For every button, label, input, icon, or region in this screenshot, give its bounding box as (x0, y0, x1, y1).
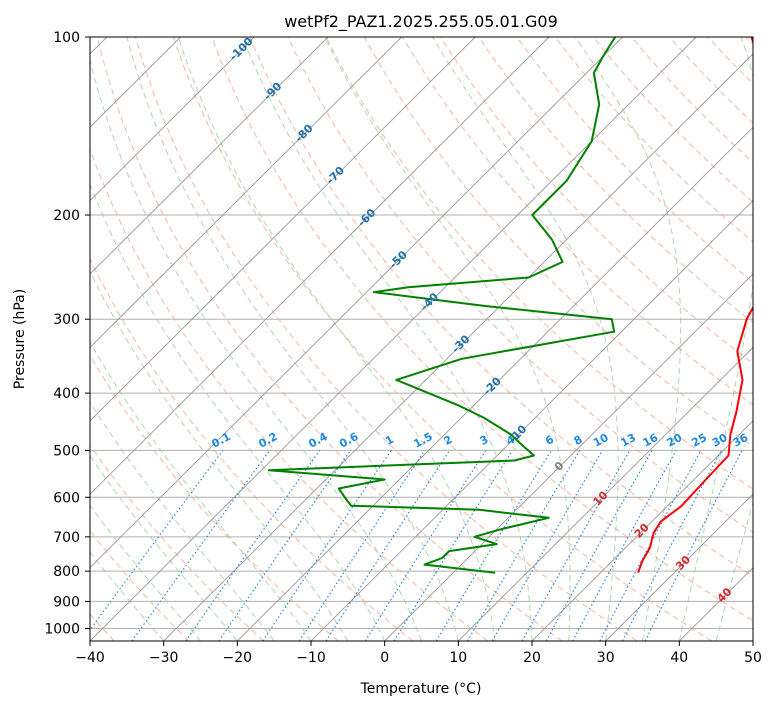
isotherm-line (90, 37, 550, 495)
mixing-ratio-line (218, 450, 351, 641)
x-tick-label: −40 (75, 650, 105, 666)
dry-adiabat (631, 37, 753, 164)
isotherm-line (605, 493, 753, 641)
y-tick-label: 200 (53, 208, 80, 224)
isotherm-line (237, 126, 753, 641)
dry-adiabat (249, 37, 753, 577)
dry-adiabat (516, 37, 753, 283)
y-tick-label: 100 (53, 30, 80, 46)
x-tick-label: 30 (597, 650, 615, 666)
mixing-ratio-lines (90, 450, 743, 641)
dry-adiabat (211, 37, 753, 622)
dry-adiabat (592, 37, 753, 203)
mixing-ratio-label: 36 (731, 431, 751, 450)
dry-adiabat (287, 37, 753, 533)
sounding-traces (267, 37, 753, 574)
isotherm-line (531, 420, 753, 641)
x-tick-label: 0 (380, 650, 389, 666)
dry-adiabat (173, 37, 712, 641)
isotherm-line (90, 37, 255, 202)
moist-adiabat (90, 504, 201, 641)
isotherm-line (310, 200, 753, 641)
y-tick-label: 300 (53, 312, 80, 328)
mixing-ratio-label: 30 (710, 431, 730, 450)
moist-adiabat (574, 37, 682, 641)
dry-adiabat (134, 37, 638, 641)
skewed-isotherms (90, 37, 753, 641)
mixing-ratio-line (545, 450, 653, 641)
dry-adiabat (402, 37, 753, 406)
isotherm-line (458, 346, 753, 641)
moist-adiabat (678, 37, 753, 641)
y-tick-label: 400 (53, 386, 80, 402)
y-tick-label: 900 (53, 594, 80, 610)
x-tick-label: −10 (296, 650, 326, 666)
y-axis-ticks: 100 200 300 400 500 600 700 800 900 1000 (44, 30, 90, 638)
x-axis-title: Temperature (°C) (360, 681, 482, 697)
mixing-ratio-label: 16 (641, 431, 661, 450)
mixing-ratio-line (131, 450, 271, 641)
isotherm-line (90, 37, 476, 422)
moist-adiabat (177, 37, 496, 641)
mixing-ratio-line (521, 450, 631, 641)
y-tick-label: 700 (53, 530, 80, 546)
mixing-ratio-label: 10 (591, 431, 611, 450)
moist-adiabat (431, 37, 619, 641)
pressure-gridlines (90, 37, 753, 629)
mixing-ratio-label: 20 (665, 431, 685, 450)
isotherm-line (90, 37, 623, 569)
mixing-ratio-line (467, 450, 581, 641)
mixing-ratio-label: 13 (618, 431, 638, 450)
y-axis-title: Pressure (hPa) (12, 289, 28, 389)
x-tick-label: 40 (670, 650, 688, 666)
moist-adiabat (715, 500, 753, 641)
isotherm-line (90, 37, 402, 349)
y-tick-label: 1000 (44, 622, 80, 638)
dry-adiabat (478, 37, 753, 324)
dewpoint-trace (267, 37, 617, 574)
y-tick-label: 600 (53, 490, 80, 506)
moist-adiabat (90, 401, 275, 641)
mixing-ratio-line (572, 450, 677, 641)
moist-adiabats (90, 37, 753, 641)
dry-adiabats (90, 37, 753, 641)
x-tick-label: 50 (744, 650, 762, 666)
y-tick-label: 800 (53, 564, 80, 580)
x-tick-label: 20 (523, 650, 541, 666)
moist-adiabat (324, 37, 571, 641)
isotherm-line (90, 37, 329, 275)
mixing-ratio-line (393, 450, 513, 641)
mixing-ratio-line (185, 450, 321, 641)
mixing-ratio-line (435, 450, 552, 641)
x-tick-label: −20 (223, 650, 253, 666)
dry-adiabat (90, 530, 190, 641)
moist-adiabat (90, 270, 349, 641)
y-tick-label: 500 (53, 443, 80, 459)
isotherm-line (163, 53, 753, 641)
mixing-ratio-line (364, 450, 487, 641)
x-tick-label: 10 (449, 650, 467, 666)
moist-adiabat (90, 455, 238, 641)
mixing-ratio-line (325, 450, 451, 641)
chart-title: wetPf2_PAZ1.2025.255.05.01.G09 (284, 12, 558, 32)
temperature-trace (637, 37, 753, 574)
dry-adiabat (90, 444, 264, 641)
moist-adiabat (90, 182, 386, 641)
mixing-ratio-line (90, 450, 224, 631)
moist-adiabat (242, 37, 533, 641)
plot-frame (89, 36, 754, 642)
moist-adiabat (90, 58, 422, 641)
dry-adiabat (325, 37, 753, 490)
isotherm-line (90, 37, 697, 641)
mixing-ratio-line (491, 450, 603, 641)
x-axis-ticks: −40 −30 −20 −10 0 10 20 30 40 50 (75, 641, 762, 666)
x-tick-label: −30 (149, 650, 179, 666)
moist-adiabat (126, 37, 459, 641)
dry-adiabat (90, 257, 414, 641)
mixing-ratio-label: 25 (689, 431, 709, 450)
dry-adiabat (96, 37, 563, 641)
